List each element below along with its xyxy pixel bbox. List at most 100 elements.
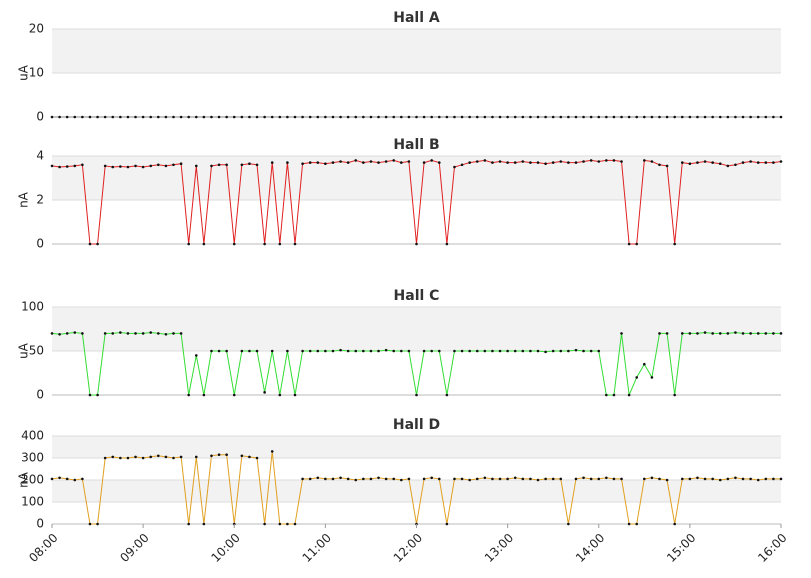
data-point xyxy=(711,477,714,481)
data-point xyxy=(58,115,61,119)
data-point xyxy=(696,115,699,119)
data-point xyxy=(453,477,456,481)
data-point xyxy=(141,456,145,460)
data-point xyxy=(164,115,168,119)
data-point xyxy=(217,115,221,119)
data-point xyxy=(559,160,563,163)
data-point xyxy=(658,332,661,335)
data-point xyxy=(73,331,77,334)
data-point xyxy=(437,161,441,164)
data-point xyxy=(422,161,426,164)
data-point xyxy=(460,115,464,119)
data-point xyxy=(536,115,540,119)
data-point xyxy=(422,115,426,119)
y-axis-label: uA xyxy=(17,342,31,359)
data-point xyxy=(407,115,411,119)
data-point xyxy=(377,476,380,480)
chart-title: Hall C xyxy=(394,288,440,304)
data-point xyxy=(536,161,540,164)
data-point xyxy=(157,454,160,458)
data-point xyxy=(680,477,684,481)
chart-title: Hall B xyxy=(393,137,439,153)
data-point xyxy=(88,242,92,246)
data-point xyxy=(210,115,213,119)
grid-band xyxy=(52,156,781,200)
data-point xyxy=(377,161,380,164)
data-point xyxy=(255,163,259,167)
data-point xyxy=(460,477,464,481)
data-point xyxy=(475,477,479,481)
data-point xyxy=(286,115,289,119)
data-point xyxy=(73,478,77,482)
data-point xyxy=(437,115,441,119)
data-point xyxy=(141,165,145,169)
data-point xyxy=(756,115,760,119)
data-point xyxy=(749,332,752,335)
data-point xyxy=(179,455,183,459)
data-point xyxy=(726,477,730,481)
data-point xyxy=(468,115,471,119)
data-point xyxy=(620,477,623,481)
grid-band xyxy=(52,29,781,73)
data-point xyxy=(232,393,236,397)
data-point xyxy=(658,163,661,167)
data-point xyxy=(293,115,297,119)
data-point xyxy=(718,332,722,335)
data-point xyxy=(263,391,266,394)
data-point xyxy=(574,477,578,481)
data-point xyxy=(711,115,714,119)
data-point xyxy=(286,349,289,353)
data-point xyxy=(605,476,608,480)
data-point xyxy=(134,332,137,335)
data-point xyxy=(536,349,540,353)
data-point xyxy=(430,476,433,480)
data-point xyxy=(453,115,456,119)
data-point xyxy=(544,477,547,481)
data-point xyxy=(369,115,373,119)
data-point xyxy=(308,349,312,353)
data-point xyxy=(772,477,775,481)
y-tick-label: 200 xyxy=(21,473,44,487)
data-point xyxy=(263,242,266,246)
data-point xyxy=(346,115,350,119)
y-tick-label: 0 xyxy=(36,517,44,531)
data-point xyxy=(270,161,274,164)
data-point xyxy=(513,115,517,119)
y-tick-label: 0 xyxy=(36,237,44,251)
data-point xyxy=(680,161,684,164)
data-point xyxy=(149,115,153,119)
data-point xyxy=(149,164,153,168)
data-point xyxy=(126,456,130,460)
data-point xyxy=(551,349,555,353)
data-point xyxy=(772,115,775,119)
data-point xyxy=(468,349,471,353)
data-point xyxy=(612,477,616,481)
data-point xyxy=(141,115,145,119)
data-point xyxy=(278,393,282,397)
x-tick-label: 08:00 xyxy=(26,531,60,565)
y-tick-label: 50 xyxy=(29,344,44,358)
data-point xyxy=(301,162,304,165)
data-point xyxy=(293,522,297,526)
data-point xyxy=(673,115,676,119)
data-point xyxy=(400,349,403,353)
data-point xyxy=(665,332,669,335)
data-point xyxy=(172,163,175,167)
data-point xyxy=(605,159,608,162)
data-point xyxy=(718,162,722,165)
data-point xyxy=(316,115,320,119)
data-point xyxy=(665,164,669,168)
data-point xyxy=(627,115,631,119)
data-point xyxy=(248,115,251,119)
data-point xyxy=(529,115,532,119)
data-point xyxy=(225,453,228,457)
data-point xyxy=(635,115,639,119)
data-point xyxy=(749,160,752,163)
data-point xyxy=(194,455,198,459)
data-point xyxy=(445,242,449,246)
data-point xyxy=(567,349,570,353)
data-point xyxy=(346,349,350,353)
data-point xyxy=(491,349,494,353)
chart-title: Hall D xyxy=(393,417,440,433)
x-tick-label: 13:00 xyxy=(482,531,516,565)
